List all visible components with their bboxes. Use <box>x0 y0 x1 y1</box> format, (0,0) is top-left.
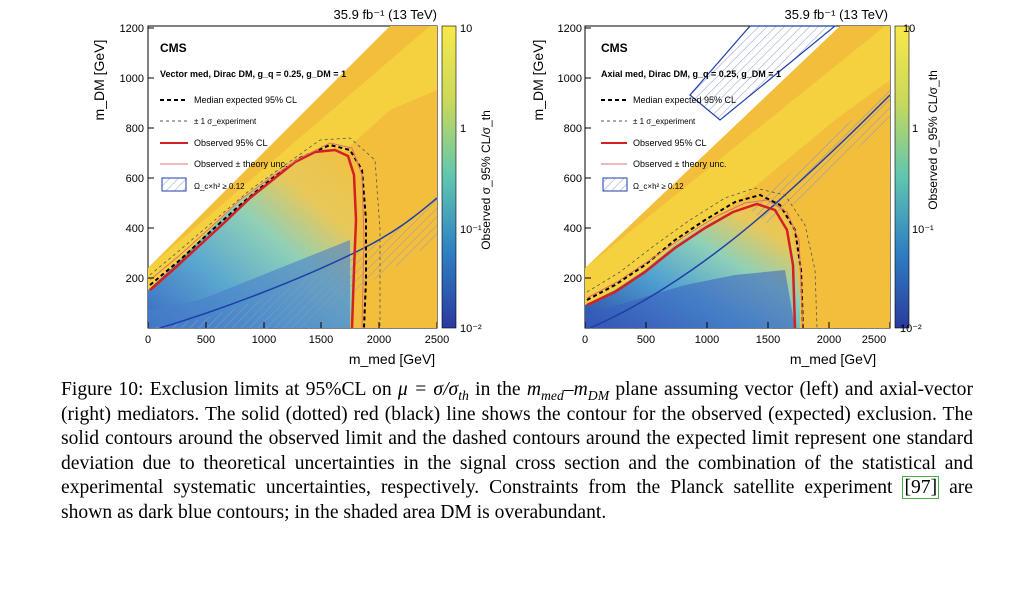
z-axis-label: Observed σ_95% CL/σ_th <box>926 70 940 210</box>
exclusion-plot-vector: CMS Vector med, Dirac DM, g_q = 0.25, g_… <box>91 7 493 367</box>
x-tick: 0 <box>145 334 151 346</box>
y-tick: 400 <box>126 223 144 235</box>
exclusion-plot-axial: CMS Axial med, Dirac DM, g_q = 0.25, g_D… <box>530 7 940 367</box>
legend-item-observed: Observed 95% CL <box>194 138 268 148</box>
y-tick: 200 <box>564 273 582 285</box>
z-tick-10: 10 <box>460 23 472 35</box>
planck-contour <box>159 197 438 329</box>
y-axis-label: m_DM [GeV] <box>530 40 546 121</box>
legend: CMS Vector med, Dirac DM, g_q = 0.25, g_… <box>160 41 346 192</box>
model-label: Axial med, Dirac DM, g_q = 0.25, g_DM = … <box>601 69 781 79</box>
plane-expression: mmed–mDM <box>526 379 610 403</box>
legend-item-theory: Observed ± theory unc. <box>194 159 288 169</box>
z-tick-0.01: 10⁻² <box>460 323 482 335</box>
x-tick: 2500 <box>862 334 886 346</box>
y-axis-ticks <box>148 27 154 279</box>
caption-text-1: Exclusion limits at 95%CL on <box>149 379 392 400</box>
experiment-label: CMS <box>160 41 187 55</box>
plot-panel-axial: CMS Axial med, Dirac DM, g_q = 0.25, g_D… <box>505 0 1015 372</box>
legend-item-theory: Observed ± theory unc. <box>633 159 727 169</box>
legend-item-planck: Ω_c×h² ≥ 0.12 <box>633 182 684 191</box>
x-tick: 1000 <box>252 334 276 346</box>
y-tick: 600 <box>126 173 144 185</box>
plot-panel-vector: CMS Vector med, Dirac DM, g_q = 0.25, g_… <box>0 0 500 372</box>
x-tick: 0 <box>582 334 588 346</box>
planck-hatched-region-upper <box>689 25 837 121</box>
x-tick: 1500 <box>309 334 333 346</box>
legend-item-expected: Median expected 95% CL <box>194 95 297 105</box>
legend-item-planck: Ω_c×h² ≥ 0.12 <box>194 182 245 191</box>
figure-label: Figure 10: <box>61 379 144 400</box>
x-axis-ticks <box>147 322 438 328</box>
planck-contour <box>589 94 891 329</box>
observed-contour <box>149 148 358 329</box>
x-tick: 1000 <box>695 334 719 346</box>
citation-link[interactable]: [97] <box>902 476 940 500</box>
y-axis-label: m_DM [GeV] <box>91 40 107 121</box>
model-label: Vector med, Dirac DM, g_q = 0.25, g_DM =… <box>160 69 346 79</box>
y-tick: 200 <box>126 273 144 285</box>
x-tick: 1500 <box>756 334 780 346</box>
y-tick: 1200 <box>120 23 144 35</box>
z-tick-0.1: 10⁻¹ <box>912 224 934 236</box>
caption-text-3: plane assuming vector (left) and axial-v… <box>61 379 974 499</box>
y-tick: 1000 <box>558 73 582 85</box>
x-tick: 2000 <box>367 334 391 346</box>
lumi-label: 35.9 fb⁻¹ (13 TeV) <box>785 7 888 22</box>
color-bar <box>441 25 457 329</box>
x-tick: 2500 <box>425 334 449 346</box>
z-tick-1: 1 <box>912 123 918 135</box>
y-tick: 800 <box>126 123 144 135</box>
planck-hatched-region <box>148 198 437 328</box>
figure-caption: Figure 10: Exclusion limits at 95%CL on … <box>61 378 973 526</box>
z-tick-1: 1 <box>460 123 466 135</box>
z-tick-0.01: 10⁻² <box>900 323 922 335</box>
x-tick: 2000 <box>817 334 841 346</box>
legend-item-expected: Median expected 95% CL <box>633 95 736 105</box>
caption-text-4: are shown as dark blue contours; in the … <box>61 477 973 523</box>
y-tick: 600 <box>564 173 582 185</box>
y-tick: 800 <box>564 123 582 135</box>
legend: CMS Axial med, Dirac DM, g_q = 0.25, g_D… <box>601 41 781 192</box>
legend-item-experiment: ± 1 σ_experiment <box>633 117 696 126</box>
x-tick: 500 <box>637 334 655 346</box>
x-axis-label: m_med [GeV] <box>790 351 876 367</box>
z-tick-10: 10 <box>903 23 915 35</box>
x-axis-label: m_med [GeV] <box>349 351 435 367</box>
x-tick: 500 <box>197 334 215 346</box>
mu-expression: μ = σ/σth <box>397 379 469 403</box>
z-tick-0.1: 10⁻¹ <box>460 224 482 236</box>
planck-hatched-region-lower <box>750 88 890 225</box>
y-tick: 400 <box>564 223 582 235</box>
legend-item-experiment: ± 1 σ_experiment <box>194 117 257 126</box>
caption-text-2: in the <box>475 379 521 400</box>
y-tick: 1000 <box>120 73 144 85</box>
experiment-label: CMS <box>601 41 628 55</box>
legend-item-observed: Observed 95% CL <box>633 138 707 148</box>
color-bar <box>894 25 910 329</box>
expected-contour <box>586 193 804 329</box>
z-axis-label: Observed σ_95% CL/σ_th <box>479 110 493 250</box>
y-tick: 1200 <box>558 23 582 35</box>
observed-contour <box>586 202 797 329</box>
lumi-label: 35.9 fb⁻¹ (13 TeV) <box>334 7 437 22</box>
